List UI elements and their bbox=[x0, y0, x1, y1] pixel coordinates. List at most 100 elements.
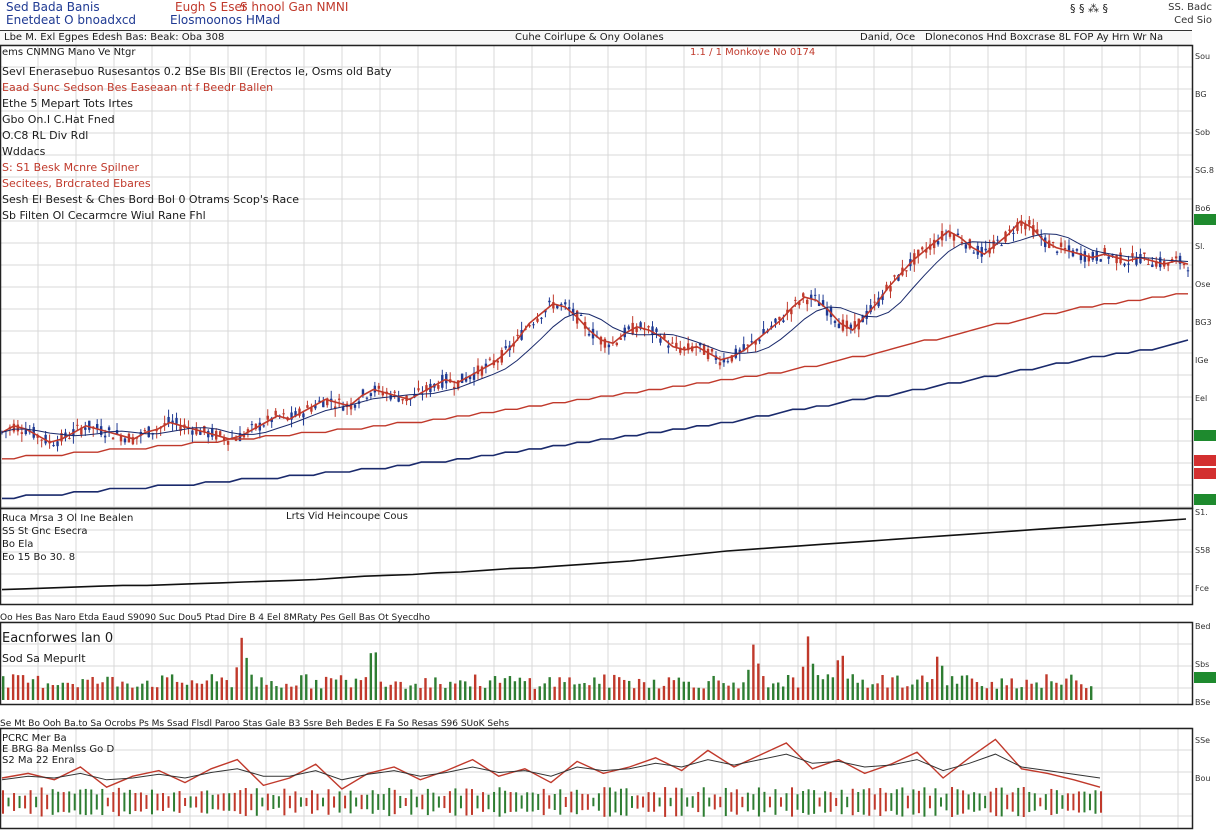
candle-body bbox=[627, 326, 630, 330]
volume-bar bbox=[871, 684, 874, 700]
volume-bar bbox=[1075, 680, 1078, 700]
candle-body bbox=[318, 400, 321, 402]
axis-tick-label: Sbs bbox=[1195, 660, 1210, 669]
candle-body bbox=[964, 244, 968, 249]
legend-entry: Secitees, Brdcrated Ebares bbox=[2, 177, 151, 190]
oscillator-histogram-bar bbox=[840, 789, 843, 815]
candle-body bbox=[365, 397, 369, 399]
candle-body bbox=[952, 234, 956, 241]
info-center: Cuhe Coirlupe & Ony Oolanes bbox=[515, 32, 664, 43]
volume-bar bbox=[270, 681, 273, 700]
candle-body bbox=[1178, 255, 1182, 264]
candle-body bbox=[639, 322, 642, 329]
price-tag-red bbox=[1194, 455, 1216, 466]
oscillator-histogram-bar bbox=[421, 794, 424, 810]
volume-bar bbox=[459, 680, 462, 700]
candle-body bbox=[667, 345, 670, 348]
candle-body bbox=[1020, 220, 1023, 226]
volume-bar bbox=[170, 674, 174, 700]
candle-body bbox=[794, 299, 797, 301]
price-tag-green-4 bbox=[1194, 672, 1216, 683]
candle-body bbox=[758, 339, 761, 342]
oscillator-histogram-bar bbox=[393, 789, 396, 815]
volume-bar bbox=[429, 687, 432, 700]
volume-bar bbox=[131, 687, 134, 700]
oscillator-histogram-bar bbox=[333, 796, 336, 808]
oscillator-histogram-bar bbox=[962, 790, 965, 814]
candle-body bbox=[1000, 245, 1003, 247]
oscillator-histogram-bar bbox=[697, 791, 700, 813]
oscillator-histogram-bar bbox=[371, 790, 374, 814]
legend-entry: SS St Gnc Esecra bbox=[2, 526, 88, 537]
volume-bar bbox=[702, 688, 705, 700]
oscillator-histogram-bar bbox=[57, 791, 60, 813]
oscillator-histogram-bar bbox=[619, 788, 622, 816]
candle-body bbox=[480, 366, 484, 376]
candle-body bbox=[1182, 264, 1186, 266]
legend-entry: O.C8 RL Div Rdl bbox=[2, 129, 89, 142]
candle-body bbox=[496, 360, 500, 363]
volume-bar bbox=[940, 665, 944, 700]
volume-bar bbox=[71, 683, 74, 700]
volume-bar bbox=[821, 679, 825, 700]
volume-bar bbox=[175, 681, 179, 700]
oscillator-histogram-bar bbox=[1044, 794, 1047, 810]
volume-bar bbox=[280, 687, 283, 700]
oscillator-histogram-bar bbox=[779, 797, 782, 807]
volume-bars bbox=[2, 636, 1093, 700]
toolbar-icons[interactable]: § § ⁂ § bbox=[1070, 2, 1108, 15]
oscillator-histogram-bar bbox=[537, 794, 540, 810]
candle-body bbox=[314, 404, 317, 409]
oscillator-histogram-bar bbox=[713, 794, 716, 810]
volume-bar bbox=[647, 687, 651, 700]
oscillator-histogram-bar bbox=[79, 789, 82, 815]
oscillator-histogram-bar bbox=[581, 793, 584, 811]
volume-bar bbox=[901, 687, 904, 700]
candle-body bbox=[1139, 254, 1142, 264]
volume-bar bbox=[816, 675, 820, 700]
legend-entry: Wddacs bbox=[2, 145, 46, 158]
oscillator-histogram-bar bbox=[95, 794, 98, 810]
oscillator-histogram-bar bbox=[934, 788, 937, 816]
volume-bar bbox=[985, 688, 989, 700]
oscillator-histogram-bar bbox=[802, 791, 805, 813]
candle-body bbox=[266, 415, 269, 420]
candle-body bbox=[932, 239, 936, 249]
oscillator-histogram-bar bbox=[995, 787, 998, 817]
volume-bar bbox=[394, 681, 397, 700]
oscillator-histogram-bar bbox=[7, 797, 10, 807]
candle-body bbox=[195, 427, 198, 435]
volume-bar bbox=[826, 674, 830, 700]
volume-bar bbox=[662, 685, 666, 700]
volume-bar bbox=[6, 687, 10, 700]
volume-bar bbox=[116, 686, 119, 700]
oscillator-histogram-bar bbox=[156, 793, 159, 811]
oscillator-histogram-bar bbox=[299, 797, 302, 807]
candle-body bbox=[615, 342, 619, 346]
axis-tick-label: Sob bbox=[1195, 128, 1211, 137]
volume-bar bbox=[265, 684, 268, 700]
candle-body bbox=[341, 406, 345, 411]
volume-bar bbox=[677, 677, 681, 700]
volume-bar bbox=[310, 688, 313, 700]
candle-body bbox=[76, 424, 79, 426]
volume-bar bbox=[300, 675, 303, 700]
candle-body bbox=[20, 432, 24, 434]
oscillator-histogram-bar bbox=[255, 788, 258, 816]
candle-body bbox=[603, 338, 607, 348]
volume-bar bbox=[737, 688, 740, 700]
volume-bar bbox=[667, 677, 671, 700]
legend-entry: PCRC Mer Ba bbox=[2, 733, 67, 744]
candle-body bbox=[1123, 263, 1126, 266]
oscillator-histogram-bar bbox=[2, 790, 4, 814]
oscillator-histogram-bar bbox=[989, 791, 992, 813]
volume-bar bbox=[468, 686, 472, 700]
volume-bar bbox=[717, 680, 720, 700]
candle-body bbox=[337, 398, 341, 400]
candle-body bbox=[460, 373, 464, 383]
volume-bar bbox=[886, 687, 889, 700]
oscillator-histogram-bar bbox=[664, 787, 667, 817]
oscillator-histogram-bar bbox=[310, 790, 313, 814]
candle-body bbox=[1016, 222, 1019, 231]
